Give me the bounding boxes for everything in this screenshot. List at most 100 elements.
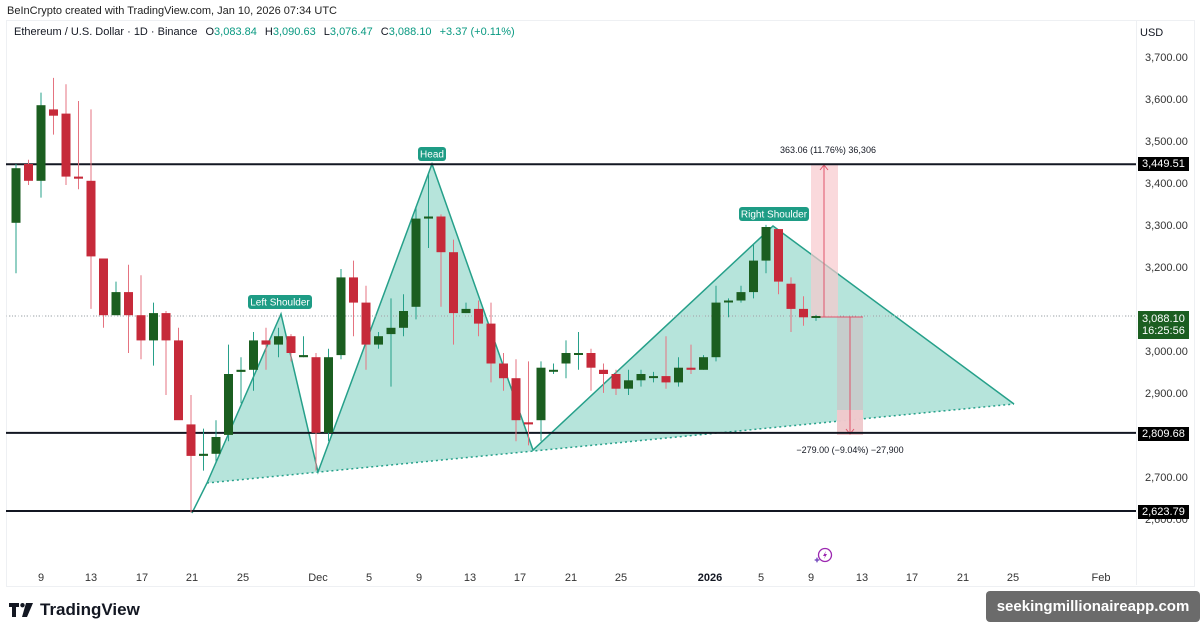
- candle-body: [574, 353, 583, 355]
- candle: [111, 281, 121, 316]
- support-price-tag: 2,809.68: [1138, 427, 1189, 441]
- candle: [474, 300, 483, 337]
- candle-body: [386, 327, 396, 335]
- time-tick: 13: [855, 572, 869, 584]
- candle-body: [399, 311, 408, 328]
- time-tick: Dec: [308, 572, 328, 584]
- time-tick: 5: [757, 572, 765, 584]
- symbol-name: Ethereum / U.S. Dollar · 1D · Binance: [14, 26, 198, 38]
- candle-body: [561, 353, 571, 364]
- price-tick: 2,700.00: [1145, 472, 1188, 484]
- candle-body: [299, 355, 308, 358]
- candle: [724, 298, 733, 318]
- candle: [361, 285, 371, 370]
- candle: [74, 101, 83, 190]
- candle: [449, 239, 458, 345]
- candle: [199, 428, 208, 471]
- chart-frame[interactable]: [6, 20, 1195, 587]
- candle: [86, 109, 96, 309]
- candle: [211, 420, 221, 463]
- candle-body: [524, 422, 533, 425]
- candle-body: [311, 357, 321, 433]
- candle: [424, 172, 433, 248]
- candle-body: [474, 308, 483, 324]
- price-tick: 2,900.00: [1145, 388, 1188, 400]
- candle: [161, 311, 171, 395]
- candle: [486, 302, 496, 383]
- candle-body: [136, 315, 146, 341]
- candle-body: [749, 260, 758, 293]
- candle: [386, 298, 396, 387]
- candle: [649, 371, 658, 383]
- candle: [674, 357, 683, 387]
- candle-body: [636, 374, 646, 381]
- candle-body: [149, 313, 158, 341]
- candle-body: [799, 308, 808, 318]
- candle-body: [36, 105, 46, 181]
- arrow-down-icon: [845, 428, 855, 435]
- time-tick: 9: [415, 572, 423, 584]
- candle: [699, 355, 708, 370]
- candle-body: [199, 453, 208, 456]
- candle: [399, 294, 408, 337]
- high-label: H: [264, 26, 273, 38]
- time-tick: 21: [564, 572, 578, 584]
- candle: [736, 285, 746, 303]
- candle: [99, 258, 108, 328]
- candle: [574, 332, 583, 370]
- candle: [349, 260, 358, 337]
- current-price-tag: 3,088.10 16:25:56: [1138, 311, 1189, 339]
- right-shoulder-label-bg: [739, 207, 809, 221]
- low-price-tag: 2,623.79: [1138, 505, 1189, 519]
- candle-body: [549, 369, 558, 372]
- time-tick: 9: [37, 572, 45, 584]
- candle-body: [711, 302, 721, 358]
- pattern-start: [191, 482, 208, 514]
- candle: [774, 229, 783, 295]
- candle: [49, 77, 58, 135]
- candle-body: [74, 176, 83, 179]
- currency-button[interactable]: USD: [1140, 27, 1164, 39]
- candle-body: [336, 277, 346, 356]
- candle-body: [486, 323, 496, 364]
- candle: [36, 92, 46, 198]
- candle: [274, 327, 283, 358]
- candle-body: [649, 376, 658, 379]
- time-tick: 5: [365, 572, 373, 584]
- candle: [461, 302, 471, 314]
- bar-countdown: 16:25:56: [1142, 325, 1185, 337]
- resistance-price-tag: 3,449.51: [1138, 157, 1189, 171]
- sparkle-glyph: [814, 557, 820, 563]
- neckline-dotted: [206, 403, 1015, 484]
- candle-body: [174, 340, 183, 421]
- candle-body: [86, 180, 96, 257]
- price-tick: 3,700.00: [1145, 52, 1188, 64]
- candle-body: [261, 340, 271, 345]
- candle: [299, 336, 308, 358]
- candle: [324, 348, 333, 442]
- candle-body: [411, 218, 421, 307]
- candle-body: [761, 227, 771, 261]
- chart-credit: BeInCrypto created with TradingView.com,…: [7, 5, 337, 17]
- time-tick: 21: [956, 572, 970, 584]
- time-tick: 25: [236, 572, 250, 584]
- candle-body: [99, 258, 108, 316]
- price-tick: 3,200.00: [1145, 262, 1188, 274]
- candle-body: [586, 353, 596, 368]
- candle: [636, 369, 646, 387]
- candle: [661, 336, 671, 389]
- left-shoulder-label-bg: [248, 295, 312, 309]
- candle: [561, 340, 571, 379]
- candle: [799, 296, 808, 326]
- candle-body: [61, 113, 71, 177]
- candle-body: [11, 168, 21, 223]
- price-tick: 3,500.00: [1145, 136, 1188, 148]
- time-tick: 2026: [697, 572, 723, 584]
- candle-body: [374, 336, 383, 345]
- candle: [711, 285, 721, 362]
- time-tick: 17: [905, 572, 919, 584]
- candle: [624, 369, 633, 395]
- lower-measure-text: −279.00 (−9.04%) −27,900: [796, 445, 903, 455]
- candle: [686, 344, 696, 374]
